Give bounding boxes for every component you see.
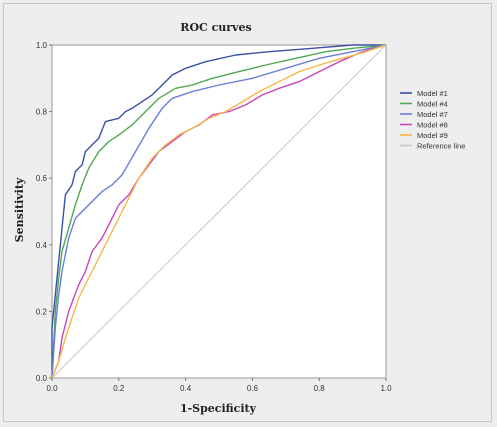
series-line-model-4 bbox=[51, 44, 387, 379]
series-line-model-7 bbox=[51, 44, 387, 379]
x-tick-label: 0.4 bbox=[180, 384, 192, 393]
y-axis-ticks: 0.0 0.2 0.4 0.6 0.8 1.0 bbox=[36, 41, 52, 383]
y-tick-label: 0.8 bbox=[36, 108, 48, 117]
series-line-reference-line bbox=[51, 44, 387, 379]
legend-label: Model #1 bbox=[417, 89, 448, 98]
legend-label: Model #4 bbox=[417, 100, 448, 109]
legend-label: Model #8 bbox=[417, 121, 448, 130]
x-tick-label: 0.6 bbox=[247, 384, 259, 393]
y-tick-label: 0.4 bbox=[36, 241, 48, 250]
series-line-model-1 bbox=[51, 44, 386, 378]
y-axis-label: Sensitivity bbox=[13, 177, 26, 242]
x-axis-ticks: 0.0 0.2 0.4 0.6 0.8 1.0 bbox=[46, 378, 392, 393]
x-axis-label: 1-Specificity bbox=[180, 402, 257, 415]
y-tick-label: 0.2 bbox=[36, 307, 48, 316]
chart-title: ROC curves bbox=[180, 21, 251, 34]
legend-label: Model #9 bbox=[417, 131, 448, 140]
series-layer bbox=[51, 44, 387, 379]
x-tick-label: 0.2 bbox=[113, 384, 125, 393]
y-tick-label: 0.0 bbox=[36, 374, 48, 383]
x-tick-label: 1.0 bbox=[380, 384, 392, 393]
x-tick-label: 0.0 bbox=[46, 384, 58, 393]
chart-frame bbox=[3, 3, 492, 422]
legend-label: Reference line bbox=[417, 142, 465, 151]
series-line-model-9 bbox=[51, 44, 387, 379]
y-tick-label: 1.0 bbox=[36, 41, 48, 50]
x-tick-label: 0.8 bbox=[314, 384, 326, 393]
legend-label: Model #7 bbox=[417, 110, 448, 119]
y-tick-label: 0.6 bbox=[36, 174, 48, 183]
